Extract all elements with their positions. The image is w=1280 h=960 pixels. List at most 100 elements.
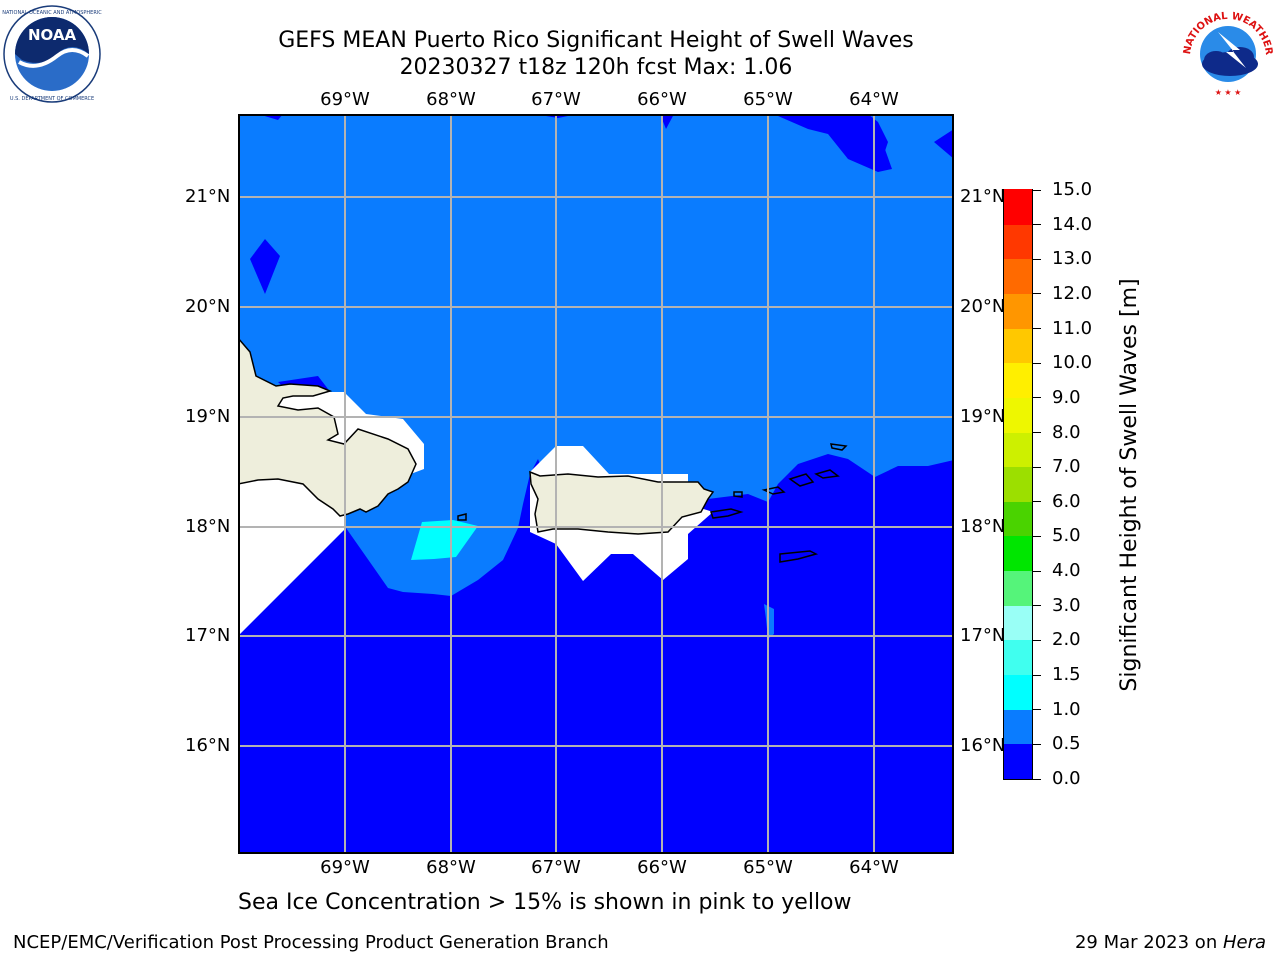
colorbar-segment	[1004, 258, 1032, 294]
colorbar-segment	[1004, 189, 1032, 225]
colorbar-segment	[1004, 224, 1032, 260]
colorbar-tick-label: 14.0	[1052, 213, 1093, 235]
colorbar-tick-mark	[1033, 328, 1041, 330]
lat-label-left: 16°N	[185, 735, 231, 756]
colorbar-segment	[1004, 362, 1032, 398]
colorbar-tick-label: 0.5	[1052, 733, 1081, 755]
lon-label-bottom: 67°W	[531, 857, 581, 878]
lat-label-right: 20°N	[960, 296, 1006, 317]
colorbar-tick-mark	[1033, 743, 1041, 745]
chart-subtitle: 20230327 t18z 120h fcst Max: 1.06	[399, 55, 793, 80]
lon-label-bottom: 69°W	[320, 857, 370, 878]
lat-label-left: 18°N	[185, 516, 231, 537]
lat-label-right: 18°N	[960, 516, 1006, 537]
land-puerto-rico	[529, 470, 715, 535]
land-vieques	[710, 508, 744, 519]
colorbar-segment	[1004, 501, 1032, 537]
colorbar-tick-label: 10.0	[1052, 352, 1093, 374]
lat-label-right: 21°N	[960, 186, 1006, 207]
colorbar-tick-label: 11.0	[1052, 317, 1093, 339]
lon-label-bottom: 65°W	[743, 857, 793, 878]
land-st-croix	[779, 550, 819, 563]
colorbar-segment	[1004, 709, 1032, 745]
colorbar-tick-mark	[1033, 605, 1041, 607]
colorbar-segment	[1004, 535, 1032, 572]
colorbar-tick-mark	[1033, 293, 1041, 295]
colorbar-tick-mark	[1033, 224, 1041, 226]
footer-date: 29 Mar 2023 on Hera	[1075, 932, 1266, 953]
colorbar-tick-label: 15.0	[1052, 179, 1093, 200]
colorbar-segment	[1004, 328, 1032, 364]
colorbar-tick-mark	[1033, 778, 1041, 780]
chart-title: GEFS MEAN Puerto Rico Significant Height…	[278, 28, 914, 53]
colorbar-tick-label: 1.5	[1052, 664, 1081, 686]
map-gridlines	[238, 114, 954, 854]
lon-label-bottom: 66°W	[637, 857, 687, 878]
colorbar-segment	[1004, 639, 1032, 676]
colorbar-tick-label: 9.0	[1052, 386, 1081, 408]
colorbar-tick-label: 8.0	[1052, 421, 1081, 443]
lat-label-right: 16°N	[960, 735, 1006, 756]
colorbar-segment	[1004, 431, 1032, 468]
colorbar-tick-mark	[1033, 258, 1041, 260]
colorbar-label: Significant Height of Swell Waves [m]	[1117, 278, 1142, 692]
map-frame	[238, 114, 954, 854]
lon-label-top: 65°W	[743, 89, 793, 110]
colorbar-segment	[1004, 466, 1032, 502]
colorbar-tick-mark	[1033, 501, 1041, 503]
colorbar-tick-mark	[1033, 466, 1041, 468]
colorbar-tick-label: 4.0	[1052, 560, 1081, 582]
colorbar-tick-mark	[1033, 570, 1041, 572]
lon-label-top: 64°W	[849, 89, 899, 110]
colorbar-tick-label: 6.0	[1052, 490, 1081, 512]
swell-band-1.0-1.5	[411, 520, 478, 560]
lat-label-right: 17°N	[960, 625, 1006, 646]
colorbar-tick-mark	[1033, 432, 1041, 434]
colorbar-tick-label: 0.0	[1052, 768, 1081, 789]
colorbar-tick-mark	[1033, 674, 1041, 676]
colorbar-segment	[1004, 743, 1032, 779]
colorbar-tick-mark	[1033, 639, 1041, 641]
lat-label-left: 17°N	[185, 625, 231, 646]
colorbar-tick-label: 2.0	[1052, 629, 1081, 651]
colorbar-tick-mark	[1033, 189, 1041, 191]
colorbar-tick-mark	[1033, 709, 1041, 711]
noaa-logo-text: NOAA	[28, 26, 77, 44]
colorbar-tick-mark	[1033, 535, 1041, 537]
colorbar-tick-label: 7.0	[1052, 456, 1081, 478]
footer-date-text: 29 Mar 2023 on	[1074, 932, 1223, 953]
colorbar-tick-label: 13.0	[1052, 248, 1093, 270]
sea-ice-note: Sea Ice Concentration > 15% is shown in …	[238, 890, 852, 915]
colorbar-tick-mark	[1033, 397, 1041, 399]
colorbar-segment	[1004, 293, 1032, 329]
nws-logo: NATIONAL WEATHER SERVICE ★ ★ ★	[1174, 0, 1278, 102]
svg-text:★ ★ ★: ★ ★ ★	[1215, 88, 1242, 97]
lon-label-top: 66°W	[637, 89, 687, 110]
colorbar-segment	[1004, 605, 1032, 641]
lat-label-right: 19°N	[960, 406, 1006, 427]
lon-label-top: 68°W	[426, 89, 476, 110]
colorbar-segment	[1004, 570, 1032, 606]
swell-band-0-0.5-patch	[250, 239, 280, 294]
colorbar-tick-mark	[1033, 362, 1041, 364]
colorbar-segment	[1004, 397, 1032, 433]
svg-text:NATIONAL OCEANIC AND ATMOSPHER: NATIONAL OCEANIC AND ATMOSPHERIC	[2, 10, 102, 16]
lon-label-top: 67°W	[531, 89, 581, 110]
colorbar-tick-label: 12.0	[1052, 282, 1093, 304]
lon-label-bottom: 64°W	[849, 857, 899, 878]
lat-label-left: 20°N	[185, 296, 231, 317]
colorbar	[1003, 189, 1033, 780]
footer-host: Hera	[1222, 932, 1266, 953]
lon-label-bottom: 68°W	[426, 857, 476, 878]
noaa-logo: NOAA NATIONAL OCEANIC AND ATMOSPHERIC U.…	[2, 4, 102, 104]
lon-label-top: 69°W	[320, 89, 370, 110]
lat-label-left: 19°N	[185, 406, 231, 427]
footer-branch: NCEP/EMC/Verification Post Processing Pr…	[13, 932, 609, 953]
svg-text:U.S. DEPARTMENT OF COMMERCE: U.S. DEPARTMENT OF COMMERCE	[10, 96, 94, 102]
lat-label-left: 21°N	[185, 186, 231, 207]
colorbar-tick-label: 3.0	[1052, 594, 1081, 616]
colorbar-tick-label: 1.0	[1052, 698, 1081, 720]
colorbar-tick-label: 5.0	[1052, 525, 1081, 547]
land-hispaniola	[238, 336, 417, 517]
swell-band-0-0.5	[238, 454, 954, 854]
